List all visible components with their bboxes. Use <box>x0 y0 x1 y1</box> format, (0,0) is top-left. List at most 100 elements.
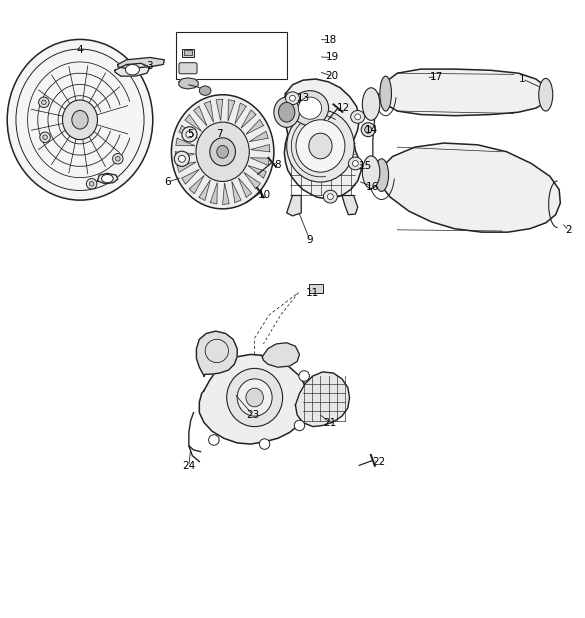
Ellipse shape <box>217 145 229 158</box>
Ellipse shape <box>90 182 94 186</box>
Polygon shape <box>197 331 237 376</box>
Polygon shape <box>98 173 118 184</box>
Polygon shape <box>199 180 210 200</box>
Ellipse shape <box>102 174 113 183</box>
Polygon shape <box>179 125 197 138</box>
Ellipse shape <box>227 368 283 426</box>
Polygon shape <box>199 354 309 444</box>
Text: 22: 22 <box>372 457 386 467</box>
Polygon shape <box>185 115 201 131</box>
Polygon shape <box>223 183 229 205</box>
Ellipse shape <box>42 100 46 104</box>
Ellipse shape <box>361 123 375 137</box>
Ellipse shape <box>186 131 193 138</box>
Polygon shape <box>190 176 204 193</box>
Ellipse shape <box>237 379 272 416</box>
Bar <box>182 49 194 57</box>
Polygon shape <box>216 99 223 121</box>
Text: 14: 14 <box>364 125 378 135</box>
Ellipse shape <box>43 135 47 140</box>
Ellipse shape <box>285 92 300 104</box>
Polygon shape <box>383 69 548 116</box>
Text: 3: 3 <box>147 61 153 70</box>
Ellipse shape <box>39 97 49 108</box>
Polygon shape <box>250 158 270 166</box>
Polygon shape <box>262 343 300 367</box>
Ellipse shape <box>298 97 322 119</box>
Polygon shape <box>246 119 263 134</box>
Polygon shape <box>194 106 207 126</box>
Text: 10: 10 <box>258 190 271 200</box>
Text: 1: 1 <box>519 74 526 84</box>
Text: 11: 11 <box>307 288 319 298</box>
Text: 23: 23 <box>246 410 260 420</box>
Polygon shape <box>287 195 301 216</box>
Ellipse shape <box>328 193 333 200</box>
Polygon shape <box>235 103 246 124</box>
Polygon shape <box>239 178 252 197</box>
Ellipse shape <box>291 91 329 125</box>
Polygon shape <box>248 166 266 178</box>
Text: 15: 15 <box>359 161 372 171</box>
Ellipse shape <box>296 120 345 172</box>
Text: 12: 12 <box>337 103 350 113</box>
Ellipse shape <box>115 156 120 161</box>
Ellipse shape <box>309 133 332 159</box>
Text: 8: 8 <box>274 159 281 169</box>
Ellipse shape <box>246 388 263 407</box>
Text: 24: 24 <box>183 461 195 471</box>
Text: 5: 5 <box>187 129 194 139</box>
Ellipse shape <box>72 111 88 129</box>
Text: 19: 19 <box>325 53 339 62</box>
Bar <box>176 32 287 79</box>
Text: 2: 2 <box>566 226 572 235</box>
Ellipse shape <box>174 151 190 166</box>
Polygon shape <box>228 99 235 121</box>
Ellipse shape <box>209 434 219 445</box>
Polygon shape <box>176 152 195 159</box>
Polygon shape <box>232 182 241 203</box>
Ellipse shape <box>324 190 338 203</box>
Ellipse shape <box>196 122 249 182</box>
Ellipse shape <box>259 439 270 449</box>
Ellipse shape <box>210 138 235 166</box>
Bar <box>309 284 324 293</box>
Polygon shape <box>176 138 195 146</box>
Ellipse shape <box>290 95 295 101</box>
Ellipse shape <box>355 114 360 120</box>
Ellipse shape <box>349 157 362 170</box>
Ellipse shape <box>294 420 305 431</box>
Text: 17: 17 <box>430 72 443 82</box>
Text: 16: 16 <box>366 182 380 192</box>
Text: 4: 4 <box>77 45 83 55</box>
Ellipse shape <box>125 64 139 75</box>
Ellipse shape <box>63 100 98 140</box>
Text: 13: 13 <box>297 93 309 103</box>
Polygon shape <box>241 110 256 128</box>
Text: 6: 6 <box>164 177 171 187</box>
Text: 18: 18 <box>324 35 337 45</box>
Polygon shape <box>211 182 217 204</box>
Ellipse shape <box>178 155 185 163</box>
Bar <box>184 51 192 55</box>
Ellipse shape <box>87 179 97 189</box>
Ellipse shape <box>171 95 274 209</box>
Polygon shape <box>179 78 198 89</box>
Ellipse shape <box>287 110 354 182</box>
Ellipse shape <box>380 76 391 111</box>
Text: 7: 7 <box>216 129 223 139</box>
Polygon shape <box>115 63 150 76</box>
Ellipse shape <box>362 88 380 121</box>
Ellipse shape <box>278 103 295 122</box>
Polygon shape <box>295 372 350 426</box>
Ellipse shape <box>364 126 371 133</box>
Ellipse shape <box>362 156 380 188</box>
Ellipse shape <box>374 159 388 192</box>
Polygon shape <box>182 169 199 184</box>
Polygon shape <box>377 143 560 232</box>
Ellipse shape <box>112 153 123 164</box>
Ellipse shape <box>539 78 553 111</box>
Polygon shape <box>177 162 196 172</box>
Polygon shape <box>284 79 361 198</box>
Ellipse shape <box>7 40 153 200</box>
